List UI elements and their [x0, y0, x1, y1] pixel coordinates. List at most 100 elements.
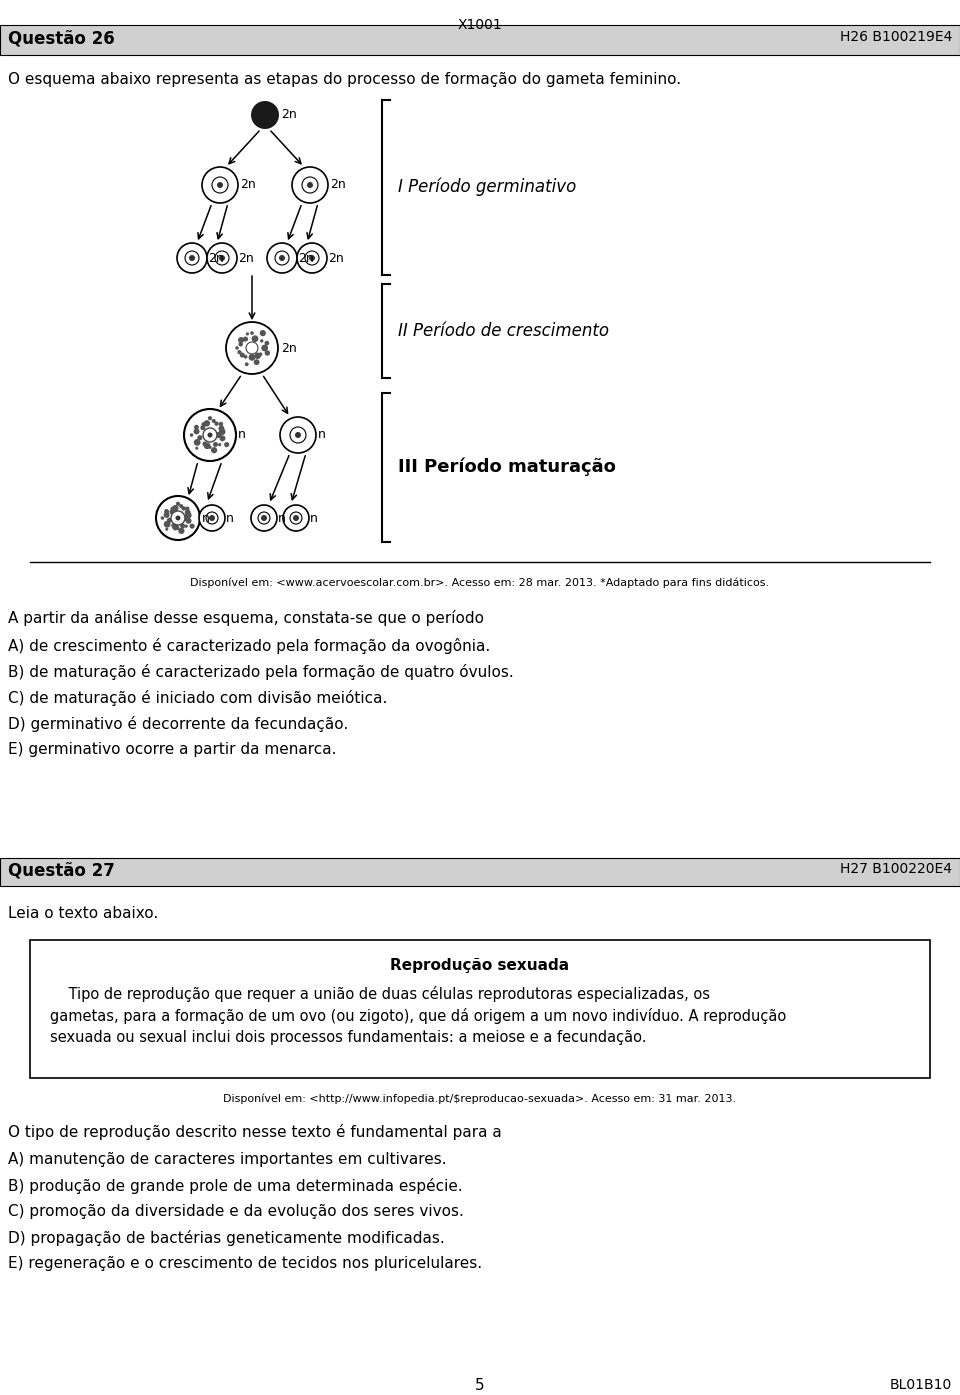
Circle shape: [265, 350, 270, 356]
Circle shape: [202, 423, 206, 427]
Text: 2n: 2n: [208, 251, 224, 265]
Circle shape: [185, 512, 192, 519]
Text: B) de maturação é caracterizado pela formação de quatro óvulos.: B) de maturação é caracterizado pela for…: [8, 664, 514, 679]
Circle shape: [297, 243, 327, 273]
Circle shape: [219, 425, 225, 431]
Text: D) germinativo é decorrente da fecundação.: D) germinativo é decorrente da fecundaçã…: [8, 716, 348, 732]
Text: H26 B100219E4: H26 B100219E4: [840, 31, 952, 45]
Circle shape: [258, 512, 270, 525]
Circle shape: [305, 251, 319, 265]
Circle shape: [208, 445, 211, 449]
Circle shape: [259, 353, 262, 356]
Circle shape: [156, 497, 200, 540]
Text: Leia o texto abaixo.: Leia o texto abaixo.: [8, 905, 158, 921]
Circle shape: [283, 505, 309, 531]
Circle shape: [184, 409, 236, 460]
Text: B) produção de grande prole de uma determinada espécie.: B) produção de grande prole de uma deter…: [8, 1177, 463, 1194]
Circle shape: [184, 525, 188, 527]
Circle shape: [238, 342, 243, 346]
Circle shape: [219, 421, 223, 427]
Text: Disponível em: <http://www.infopedia.pt/$reproducao-sexuada>. Acesso em: 31 mar.: Disponível em: <http://www.infopedia.pt/…: [224, 1094, 736, 1103]
Text: n: n: [278, 512, 286, 525]
Circle shape: [260, 339, 263, 343]
Circle shape: [211, 448, 217, 453]
Text: sexuada ou sexual inclui dois processos fundamentais: a meiose e a fecundação.: sexuada ou sexual inclui dois processos …: [50, 1030, 646, 1045]
Text: I Período germinativo: I Período germinativo: [398, 177, 576, 197]
Circle shape: [307, 181, 313, 188]
Circle shape: [261, 515, 267, 520]
Circle shape: [251, 100, 279, 128]
Circle shape: [189, 523, 195, 529]
Circle shape: [207, 243, 237, 273]
Circle shape: [185, 506, 189, 511]
Circle shape: [226, 322, 278, 374]
Circle shape: [203, 428, 217, 442]
Circle shape: [224, 442, 229, 448]
Circle shape: [194, 439, 201, 446]
Text: n: n: [202, 512, 210, 525]
Circle shape: [194, 428, 200, 434]
Circle shape: [181, 506, 185, 511]
Bar: [0, 25, 960, 54]
Text: H27 B100220E4: H27 B100220E4: [840, 862, 952, 876]
Text: II Período de crescimento: II Período de crescimento: [398, 322, 609, 340]
Bar: [0, 858, 960, 886]
Circle shape: [254, 353, 261, 359]
Text: BL01B10: BL01B10: [890, 1378, 952, 1392]
Circle shape: [197, 435, 203, 441]
Circle shape: [253, 360, 259, 365]
Circle shape: [290, 512, 302, 525]
Circle shape: [180, 504, 183, 508]
Circle shape: [240, 353, 245, 357]
Text: n: n: [226, 512, 234, 525]
Circle shape: [204, 420, 210, 427]
Circle shape: [189, 255, 195, 261]
Circle shape: [237, 350, 242, 354]
Text: Disponível em: <www.acervoescolar.com.br>. Acesso em: 28 mar. 2013. *Adaptado pa: Disponível em: <www.acervoescolar.com.br…: [190, 578, 770, 589]
Circle shape: [260, 331, 266, 336]
Circle shape: [309, 255, 315, 261]
Circle shape: [177, 527, 180, 530]
Circle shape: [176, 502, 180, 506]
Text: 2n: 2n: [281, 342, 297, 354]
Text: 2n: 2n: [238, 251, 253, 265]
Circle shape: [184, 509, 191, 515]
Text: A partir da análise desse esquema, constata-se que o período: A partir da análise desse esquema, const…: [8, 610, 484, 626]
Circle shape: [251, 331, 253, 335]
Circle shape: [208, 416, 212, 420]
Circle shape: [164, 520, 171, 527]
Text: Reprodução sexuada: Reprodução sexuada: [391, 958, 569, 972]
Circle shape: [172, 523, 179, 530]
Circle shape: [220, 435, 226, 441]
Circle shape: [293, 515, 299, 520]
Circle shape: [167, 518, 172, 523]
Text: Tipo de reprodução que requer a união de duas células reprodutoras especializada: Tipo de reprodução que requer a união de…: [50, 986, 710, 1002]
Circle shape: [246, 342, 258, 354]
Circle shape: [176, 516, 180, 520]
Circle shape: [215, 251, 229, 265]
Circle shape: [214, 421, 219, 425]
Circle shape: [279, 255, 285, 261]
Text: 5: 5: [475, 1378, 485, 1394]
Circle shape: [171, 523, 176, 527]
Circle shape: [206, 512, 218, 525]
Text: n: n: [238, 428, 246, 441]
Circle shape: [185, 251, 199, 265]
Circle shape: [212, 177, 228, 193]
Circle shape: [165, 527, 168, 530]
Text: 2n: 2n: [281, 109, 297, 121]
Text: E) germinativo ocorre a partir da menarca.: E) germinativo ocorre a partir da menarc…: [8, 742, 337, 757]
Circle shape: [171, 511, 185, 525]
Circle shape: [217, 181, 223, 188]
Circle shape: [180, 523, 185, 529]
Text: X1001: X1001: [458, 18, 502, 32]
Circle shape: [238, 338, 244, 343]
Circle shape: [190, 434, 193, 437]
Text: D) propagação de bactérias geneticamente modificadas.: D) propagação de bactérias geneticamente…: [8, 1230, 444, 1246]
Text: C) promoção da diversidade e da evolução dos seres vivos.: C) promoção da diversidade e da evolução…: [8, 1204, 464, 1219]
Circle shape: [171, 506, 176, 512]
Circle shape: [244, 354, 248, 359]
Circle shape: [179, 527, 184, 534]
Circle shape: [265, 340, 270, 346]
Circle shape: [251, 505, 277, 531]
